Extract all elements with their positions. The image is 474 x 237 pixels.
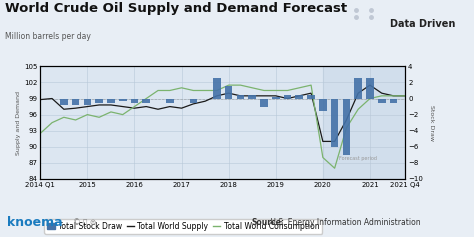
- Text: knoema: knoema: [7, 216, 63, 229]
- Text: Million barrels per day: Million barrels per day: [5, 32, 91, 41]
- Bar: [131, 99, 138, 103]
- Bar: [319, 99, 327, 111]
- Bar: [142, 99, 150, 103]
- Bar: [378, 99, 385, 103]
- Text: Forecast period: Forecast period: [339, 156, 377, 161]
- Bar: [95, 99, 103, 103]
- Text: World Crude Oil Supply and Demand Forecast: World Crude Oil Supply and Demand Foreca…: [5, 2, 347, 15]
- Bar: [323, 66, 405, 179]
- Legend: Total Stock Draw, Total World Supply, Total World Consumption: Total Stock Draw, Total World Supply, To…: [44, 219, 322, 234]
- Bar: [225, 87, 232, 99]
- Bar: [213, 78, 221, 99]
- Bar: [366, 78, 374, 99]
- Text: © ⓘ ⊜: © ⓘ ⊜: [73, 218, 97, 227]
- Bar: [190, 99, 197, 103]
- Bar: [295, 95, 303, 99]
- Bar: [331, 99, 338, 147]
- Bar: [107, 99, 115, 103]
- Bar: [272, 97, 280, 99]
- Text: Data Driven: Data Driven: [390, 19, 455, 29]
- Bar: [237, 95, 244, 99]
- Bar: [355, 78, 362, 99]
- Y-axis label: Stock Draw: Stock Draw: [429, 105, 434, 141]
- Bar: [260, 99, 268, 107]
- Y-axis label: Supply and Demand: Supply and Demand: [17, 91, 21, 155]
- Bar: [119, 99, 127, 101]
- Bar: [343, 99, 350, 155]
- Bar: [60, 99, 68, 105]
- Bar: [307, 95, 315, 99]
- Bar: [390, 99, 397, 103]
- Bar: [72, 99, 80, 105]
- Bar: [166, 99, 173, 103]
- Bar: [83, 99, 91, 105]
- Text: Source:: Source:: [251, 218, 284, 227]
- Text: U.S. Energy Information Administration: U.S. Energy Information Administration: [268, 218, 420, 227]
- Bar: [248, 95, 256, 99]
- Bar: [284, 95, 292, 99]
